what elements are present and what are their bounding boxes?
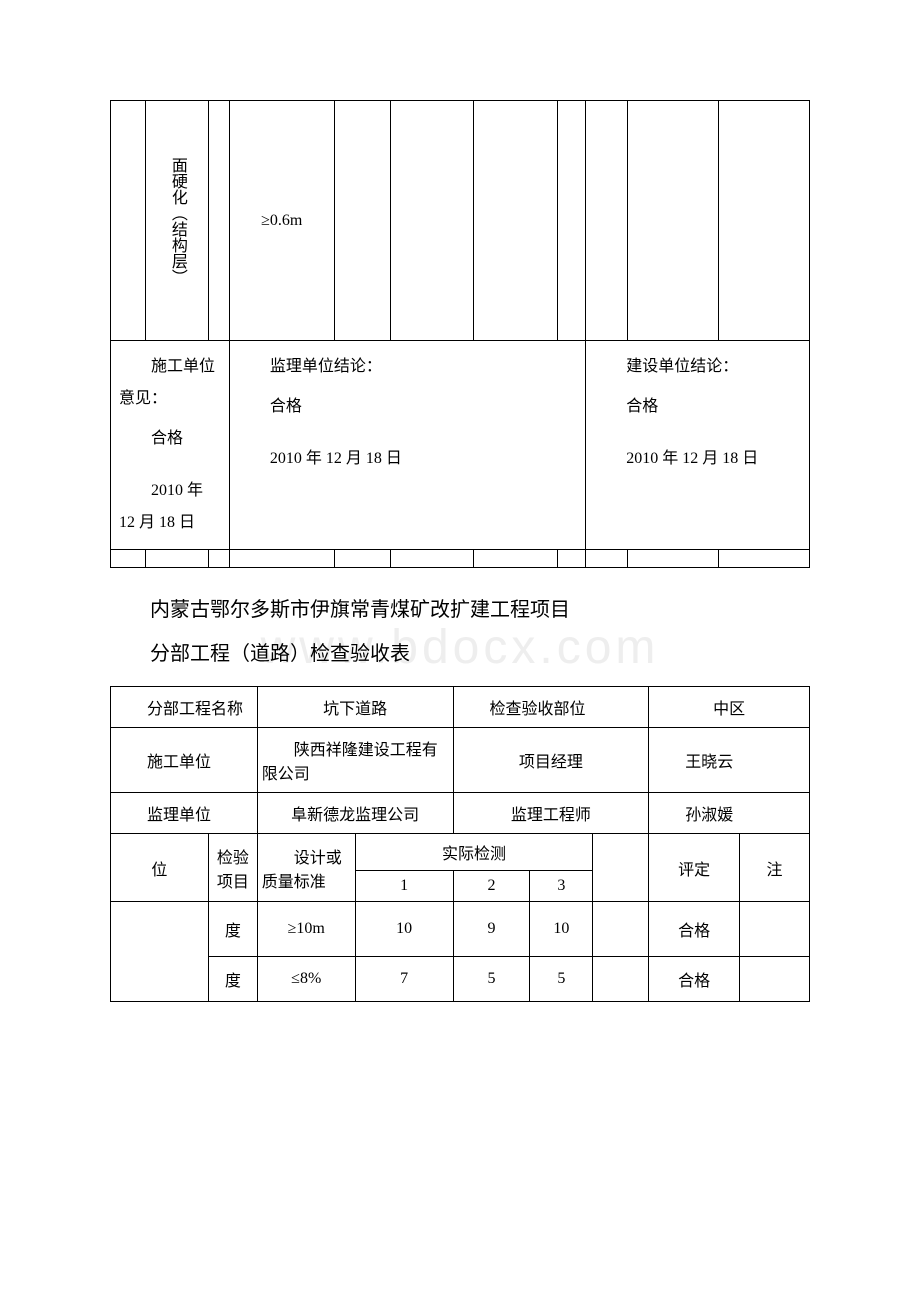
cell-empty bbox=[334, 550, 390, 568]
cell-row-label: 面硬化（结构层） bbox=[145, 101, 208, 341]
inspection-table: 分部工程名称 坑下道路 检查验收部位 中区 施工单位 陕西祥隆建设工程有限公司 … bbox=[110, 686, 810, 1002]
supervision-value: 合格 bbox=[238, 391, 577, 423]
cell-d1-m2: 5 bbox=[453, 957, 530, 1002]
cell-d0-item: 度 bbox=[208, 902, 257, 957]
table-row-1: 分部工程名称 坑下道路 检查验收部位 中区 bbox=[111, 687, 810, 728]
cell-item: 检验项目 bbox=[208, 834, 257, 902]
cell-d0-note bbox=[740, 902, 810, 957]
cell-r2c4: 王晓云 bbox=[649, 728, 810, 793]
construction-date: 2010 年 12 月 18 日 bbox=[119, 475, 221, 539]
cell-d1-note bbox=[740, 957, 810, 1002]
cell-r1c3: 检查验收部位 bbox=[453, 687, 649, 728]
cell-empty bbox=[111, 101, 146, 341]
cell-r1c2: 坑下道路 bbox=[257, 687, 453, 728]
cell-r3c3: 监理工程师 bbox=[453, 793, 649, 834]
cell-empty bbox=[474, 101, 558, 341]
cell-d1-m1: 7 bbox=[355, 957, 453, 1002]
cell-empty bbox=[628, 550, 719, 568]
cell-r2c1: 施工单位 bbox=[111, 728, 258, 793]
owner-date: 2010 年 12 月 18 日 bbox=[594, 443, 801, 475]
signature-row: 施工单位意见： 合格 2010 年 12 月 18 日 监理单位结论： 合格 2… bbox=[111, 341, 810, 550]
cell-d1-item: 度 bbox=[208, 957, 257, 1002]
cell-r3c2: 阜新德龙监理公司 bbox=[257, 793, 453, 834]
cell-unit: 位 bbox=[111, 834, 209, 902]
cell-note: 注 bbox=[740, 834, 810, 902]
cell-empty bbox=[586, 550, 628, 568]
cell-empty bbox=[719, 550, 810, 568]
data-row-0: 度 ≥10m 10 9 10 合格 bbox=[111, 902, 810, 957]
top-table: 面硬化（结构层） ≥0.6m 施工单位意见： 合格 2010 年 12 月 18… bbox=[110, 100, 810, 568]
cell-empty bbox=[229, 550, 334, 568]
cell-empty bbox=[628, 101, 719, 341]
cell-empty bbox=[334, 101, 390, 341]
cell-empty bbox=[593, 902, 649, 957]
table-row-2: 施工单位 陕西祥隆建设工程有限公司 项目经理 王晓云 bbox=[111, 728, 810, 793]
owner-value: 合格 bbox=[594, 391, 801, 423]
table-row-3: 监理单位 阜新德龙监理公司 监理工程师 孙淑媛 bbox=[111, 793, 810, 834]
cell-empty bbox=[111, 550, 146, 568]
cell-d0-m2: 9 bbox=[453, 902, 530, 957]
cell-empty bbox=[593, 957, 649, 1002]
cell-d0-eval: 合格 bbox=[649, 902, 740, 957]
doc-title-line1: 内蒙古鄂尔多斯市伊旗常青煤矿改扩建工程项目 bbox=[110, 568, 810, 637]
construction-value: 合格 bbox=[119, 423, 221, 455]
cell-r1c4: 中区 bbox=[649, 687, 810, 728]
cell-empty bbox=[558, 550, 586, 568]
cell-empty bbox=[593, 834, 649, 902]
cell-d1-m3: 5 bbox=[530, 957, 593, 1002]
cell-d0-std: ≥10m bbox=[257, 902, 355, 957]
cell-r1c1: 分部工程名称 bbox=[111, 687, 258, 728]
cell-actual: 实际检测 bbox=[355, 834, 593, 871]
top-table-data-row: 面硬化（结构层） ≥0.6m bbox=[111, 101, 810, 341]
supervision-label: 监理单位结论： bbox=[238, 351, 577, 383]
table-header-row-1: 位 检验项目 设计或质量标准 实际检测 评定 注 bbox=[111, 834, 810, 871]
cell-empty bbox=[719, 101, 810, 341]
cell-d1-std: ≤8% bbox=[257, 957, 355, 1002]
cell-eval: 评定 bbox=[649, 834, 740, 902]
cell-r2c3: 项目经理 bbox=[453, 728, 649, 793]
cell-std: 设计或质量标准 bbox=[257, 834, 355, 902]
data-row-1: 度 ≤8% 7 5 5 合格 bbox=[111, 957, 810, 1002]
cell-row-value: ≥0.6m bbox=[229, 101, 334, 341]
cell-d0-m3: 10 bbox=[530, 902, 593, 957]
construction-label: 施工单位意见： bbox=[119, 351, 221, 415]
cell-empty bbox=[474, 550, 558, 568]
cell-m2: 2 bbox=[453, 871, 530, 902]
cell-r2c2: 陕西祥隆建设工程有限公司 bbox=[257, 728, 453, 793]
owner-signature: 建设单位结论： 合格 2010 年 12 月 18 日 bbox=[586, 341, 810, 550]
cell-empty bbox=[390, 550, 474, 568]
cell-d1-eval: 合格 bbox=[649, 957, 740, 1002]
cell-empty bbox=[208, 550, 229, 568]
cell-empty bbox=[586, 101, 628, 341]
cell-m3: 3 bbox=[530, 871, 593, 902]
cell-empty bbox=[208, 101, 229, 341]
cell-r3c4: 孙淑媛 bbox=[649, 793, 810, 834]
supervision-date: 2010 年 12 月 18 日 bbox=[238, 443, 577, 475]
cell-m1: 1 bbox=[355, 871, 453, 902]
empty-bottom-row bbox=[111, 550, 810, 568]
cell-group bbox=[111, 902, 209, 1002]
supervision-signature: 监理单位结论： 合格 2010 年 12 月 18 日 bbox=[229, 341, 585, 550]
cell-d0-m1: 10 bbox=[355, 902, 453, 957]
construction-signature: 施工单位意见： 合格 2010 年 12 月 18 日 bbox=[111, 341, 230, 550]
cell-empty bbox=[558, 101, 586, 341]
owner-label: 建设单位结论： bbox=[594, 351, 801, 383]
doc-title-line2: 分部工程（道路）检查验收表 bbox=[110, 637, 810, 686]
cell-r3c1: 监理单位 bbox=[111, 793, 258, 834]
cell-empty bbox=[145, 550, 208, 568]
cell-empty bbox=[390, 101, 474, 341]
